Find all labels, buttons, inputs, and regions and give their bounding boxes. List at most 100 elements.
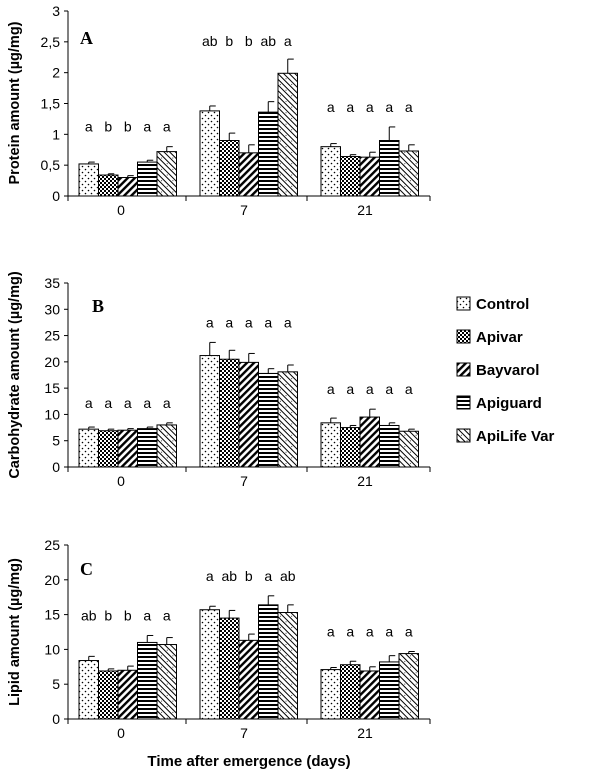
bar-apivar [340, 427, 361, 468]
significance-label: ab [280, 568, 296, 584]
bar-apilife-var [398, 430, 419, 468]
panel-label: C [80, 559, 93, 579]
bar-apivar [340, 664, 361, 720]
significance-label: b [225, 33, 233, 49]
bar-group-day-0: ab b b a a [78, 607, 177, 720]
legend-label-bayvarol: Bayvarol [476, 362, 539, 379]
bar-apilife-var [156, 151, 177, 197]
significance-label: b [245, 33, 253, 49]
y-tick-label: 30 [44, 301, 60, 317]
y-tick-label: 15 [44, 607, 60, 623]
significance-label: a [225, 314, 233, 330]
significance-label: a [124, 395, 132, 411]
legend-label-apiguard: Apiguard [476, 395, 542, 412]
bar-bayvarol [359, 156, 380, 197]
bar-bayvarol [238, 152, 259, 197]
y-tick-label: 3 [52, 3, 60, 19]
significance-label: a [405, 623, 413, 639]
y-tick-label: 10 [44, 406, 60, 422]
x-tick-label: 0 [117, 473, 125, 489]
y-tick-label: 5 [52, 433, 60, 449]
x-tick-label: 0 [117, 202, 125, 218]
significance-label: ab [81, 607, 97, 623]
bar-bayvarol [117, 429, 138, 468]
significance-label: a [327, 623, 335, 639]
bar-control [320, 146, 341, 197]
bar-apilife-var [398, 150, 419, 197]
significance-label: a [284, 33, 292, 49]
y-tick-label: 15 [44, 380, 60, 396]
legend-swatch-apivar [456, 329, 471, 344]
y-tick-label: 0,5 [41, 157, 61, 173]
significance-label: a [385, 381, 393, 397]
panel-label: A [80, 28, 93, 48]
bar-apiguard [258, 604, 279, 720]
y-tick-label: 35 [44, 275, 60, 291]
x-tick-label: 7 [240, 473, 248, 489]
legend: Control Apivar Bayvarol Apiguard ApiLife Var [456, 296, 555, 445]
significance-label: a [346, 381, 354, 397]
significance-label: a [346, 99, 354, 115]
bar-bayvarol [117, 177, 138, 197]
bar-apiguard [137, 641, 158, 720]
significance-label: a [366, 99, 374, 115]
bar-control [78, 660, 99, 720]
significance-label: a [385, 99, 393, 115]
significance-label: b [104, 607, 112, 623]
bar-control [78, 428, 99, 468]
y-axis-label: Lipid amount (µg/mg) [7, 558, 23, 706]
legend-label-apilife-var: ApiLife Var [476, 428, 555, 445]
legend-swatch-apilife-var [456, 428, 471, 443]
bar-apilife-var [277, 72, 298, 197]
y-tick-label: 10 [44, 641, 60, 657]
significance-label: a [327, 381, 335, 397]
y-tick-label: 0 [52, 711, 60, 727]
bar-apivar [219, 617, 240, 720]
y-tick-label: 0 [52, 188, 60, 204]
significance-label: a [206, 314, 214, 330]
significance-label: b [124, 607, 132, 623]
bar-bayvarol [117, 669, 138, 720]
x-axis-label: Time after emergence (days) [147, 753, 350, 770]
significance-label: b [104, 119, 112, 135]
significance-label: a [385, 623, 393, 639]
significance-label: a [405, 99, 413, 115]
bar-apilife-var [156, 644, 177, 720]
bar-apiguard [137, 161, 158, 197]
y-tick-label: 1 [52, 126, 60, 142]
bar-control [320, 669, 341, 720]
bar-apilife-var [398, 653, 419, 720]
legend-swatch-apiguard [456, 395, 471, 410]
y-tick-label: 25 [44, 537, 60, 553]
significance-label: a [143, 395, 151, 411]
bar-control [199, 110, 220, 197]
legend-swatch-bayvarol [456, 362, 471, 377]
significance-label: a [245, 314, 253, 330]
bar-control [320, 422, 341, 468]
significance-label: a [163, 607, 171, 623]
significance-label: a [104, 395, 112, 411]
x-tick-label: 21 [357, 725, 373, 741]
bar-bayvarol [359, 670, 380, 720]
bar-apiguard [258, 372, 279, 468]
y-axis-label: Carbohydrate amount (µg/mg) [7, 271, 23, 479]
significance-label: a [143, 607, 151, 623]
significance-label: a [405, 381, 413, 397]
y-axis-label: Protein amount (µg/mg) [7, 21, 23, 184]
legend-label-control: Control [476, 296, 529, 313]
significance-label: a [163, 395, 171, 411]
bar-bayvarol [359, 416, 380, 468]
significance-label: a [284, 314, 292, 330]
legend-label-apivar: Apivar [476, 329, 523, 346]
y-tick-label: 2 [52, 65, 60, 81]
significance-label: b [124, 119, 132, 135]
bar-apivar [219, 358, 240, 468]
y-tick-label: 25 [44, 328, 60, 344]
